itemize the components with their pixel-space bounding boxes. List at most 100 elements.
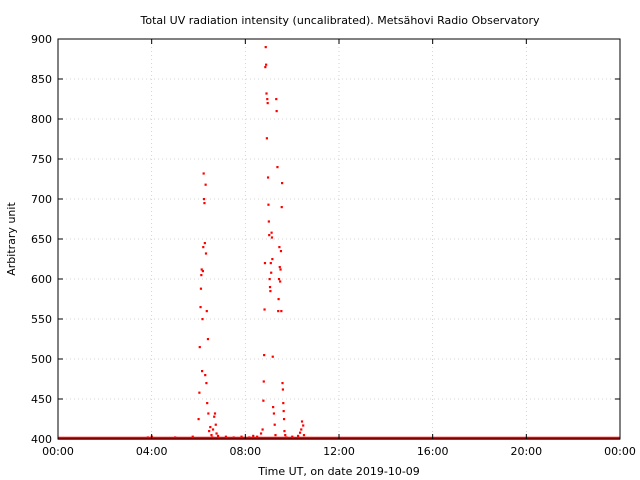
data-point bbox=[280, 206, 283, 209]
y-axis-label: Arbitrary unit bbox=[5, 202, 18, 276]
data-point bbox=[215, 432, 218, 435]
data-point bbox=[207, 412, 210, 415]
data-point bbox=[281, 388, 284, 391]
data-point bbox=[281, 382, 284, 385]
axis-ticks bbox=[57, 38, 621, 440]
data-point bbox=[279, 268, 282, 271]
data-point bbox=[213, 412, 217, 415]
data-point bbox=[270, 236, 274, 239]
data-point bbox=[278, 266, 281, 269]
data-point bbox=[262, 380, 265, 383]
data-point bbox=[203, 202, 206, 205]
data-point bbox=[201, 270, 204, 273]
x-tick-label: 12:00 bbox=[323, 445, 355, 458]
data-point bbox=[209, 426, 212, 429]
data-point bbox=[271, 258, 274, 261]
data-point bbox=[275, 110, 278, 113]
data-point bbox=[232, 436, 235, 439]
data-point bbox=[174, 436, 177, 439]
data-point bbox=[197, 418, 200, 421]
data-point bbox=[202, 198, 206, 201]
data-point bbox=[211, 428, 215, 431]
data-point bbox=[201, 370, 204, 373]
data-point bbox=[191, 435, 194, 438]
data-point bbox=[280, 310, 283, 313]
data-point bbox=[259, 432, 263, 435]
data-point bbox=[272, 406, 275, 409]
data-point bbox=[291, 435, 294, 438]
y-tick-labels: 400 450 500 550 600 650 700 750 800 850 900 bbox=[31, 33, 52, 446]
data-point bbox=[300, 428, 303, 431]
y-tick-label: 700 bbox=[31, 193, 52, 206]
data-points bbox=[146, 46, 306, 439]
data-point bbox=[199, 306, 202, 309]
data-point bbox=[283, 430, 286, 433]
data-point bbox=[201, 318, 204, 321]
data-point bbox=[199, 287, 203, 290]
data-point bbox=[256, 435, 259, 438]
data-point bbox=[206, 402, 209, 405]
data-point bbox=[269, 262, 272, 265]
data-point bbox=[284, 434, 287, 437]
data-point bbox=[224, 435, 228, 438]
data-point bbox=[200, 274, 203, 277]
data-point bbox=[240, 435, 243, 438]
data-point bbox=[302, 424, 305, 427]
data-point bbox=[146, 436, 149, 439]
data-point bbox=[275, 98, 278, 101]
data-point bbox=[279, 250, 283, 253]
y-tick-label: 900 bbox=[31, 33, 52, 46]
data-point bbox=[204, 252, 208, 255]
data-point bbox=[263, 262, 267, 265]
data-point bbox=[268, 278, 271, 281]
data-point bbox=[279, 280, 282, 283]
data-point bbox=[285, 436, 288, 439]
data-point bbox=[277, 278, 281, 281]
y-tick-label: 500 bbox=[31, 353, 52, 366]
data-point bbox=[210, 434, 213, 437]
data-point bbox=[261, 428, 264, 431]
x-tick-label: 20:00 bbox=[510, 445, 542, 458]
data-point bbox=[263, 354, 266, 357]
data-point bbox=[266, 102, 269, 105]
data-point bbox=[269, 290, 272, 293]
data-point bbox=[252, 434, 255, 437]
data-point bbox=[282, 418, 286, 421]
data-point bbox=[300, 420, 304, 423]
data-point bbox=[248, 436, 251, 439]
data-point bbox=[217, 434, 220, 437]
data-point bbox=[266, 176, 270, 179]
data-point bbox=[265, 63, 268, 66]
y-tick-label: 450 bbox=[31, 393, 52, 406]
data-point bbox=[268, 286, 272, 289]
data-point bbox=[263, 308, 266, 311]
data-point bbox=[297, 434, 300, 437]
x-axis-label: Time UT, on date 2019-10-09 bbox=[257, 465, 420, 478]
data-point bbox=[277, 298, 280, 301]
data-point bbox=[271, 355, 274, 358]
y-tick-label: 600 bbox=[31, 273, 52, 286]
data-point bbox=[298, 431, 302, 434]
data-point bbox=[266, 98, 269, 101]
grid-lines bbox=[58, 39, 620, 439]
data-point bbox=[278, 246, 281, 249]
data-point bbox=[205, 310, 208, 313]
data-point bbox=[281, 182, 284, 185]
data-point bbox=[264, 46, 267, 49]
data-point bbox=[270, 231, 273, 234]
data-point bbox=[276, 166, 279, 169]
data-point bbox=[200, 268, 203, 271]
data-point bbox=[262, 399, 265, 402]
data-point bbox=[208, 430, 211, 433]
data-point bbox=[264, 66, 267, 69]
data-point bbox=[203, 242, 206, 245]
x-tick-label: 00:00 bbox=[42, 445, 74, 458]
data-point bbox=[214, 423, 217, 426]
data-point bbox=[265, 92, 268, 95]
data-point bbox=[213, 415, 216, 418]
x-tick-label: 00:00 bbox=[604, 445, 636, 458]
data-point bbox=[204, 374, 207, 377]
data-point bbox=[202, 246, 205, 249]
data-point bbox=[268, 234, 271, 237]
